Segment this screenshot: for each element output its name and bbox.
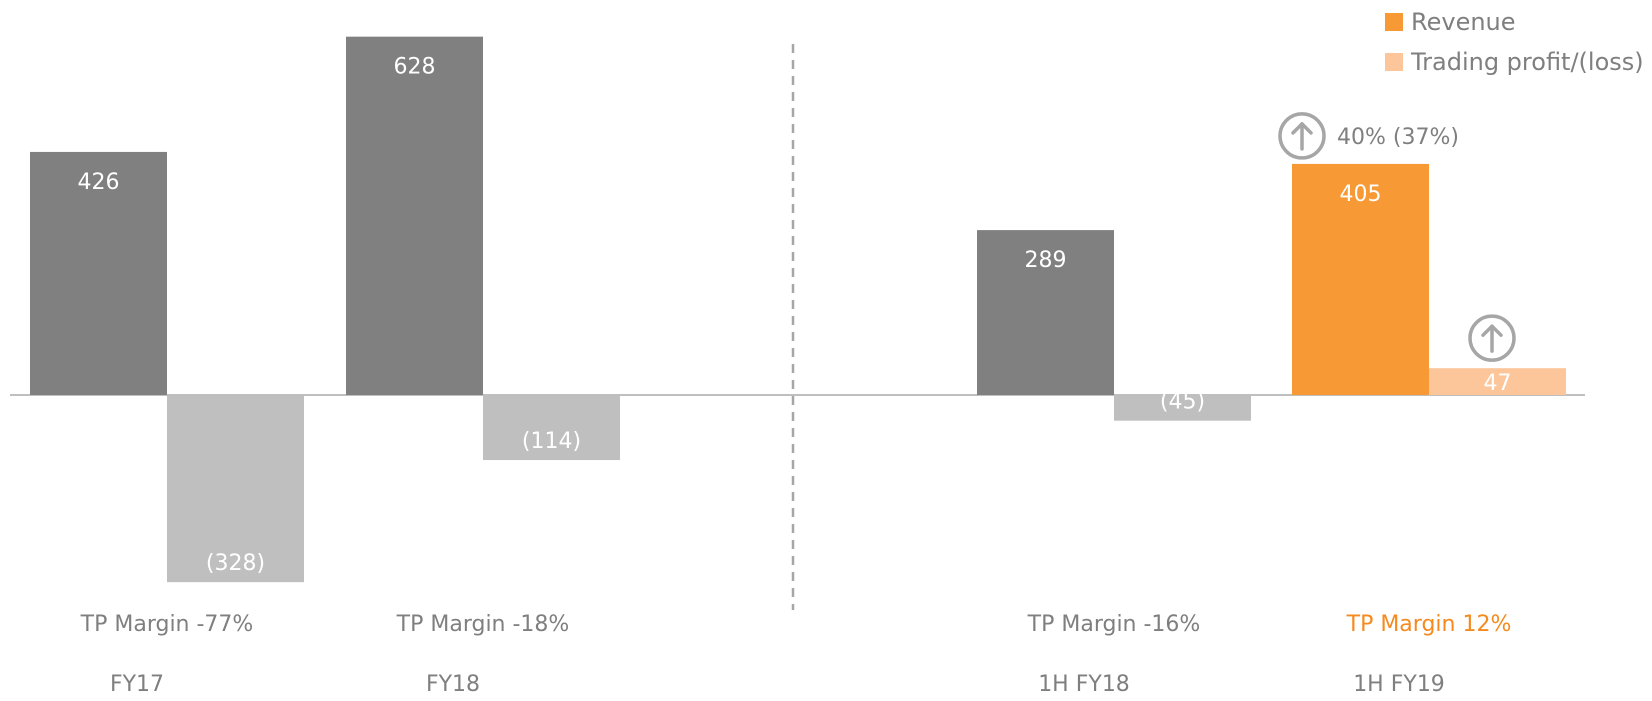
legend: Revenue Trading profit/(loss) [1385, 2, 1644, 82]
margin-label-fy18: TP Margin -18% [396, 612, 570, 637]
category-label-1h-fy18: 1H FY18 [1038, 672, 1130, 697]
revenue-bar-fy18 [346, 36, 483, 395]
category-label-fy17: FY17 [110, 672, 164, 697]
profit-growth-up-arrow-icon [1468, 314, 1516, 362]
legend-swatch-trading-profit [1385, 53, 1403, 71]
margin-label-fy17: TP Margin -77% [80, 612, 254, 637]
category-label-1h-fy19: 1H FY19 [1353, 672, 1445, 697]
revenue-growth-up-arrow-icon [1278, 112, 1326, 160]
revenue-bar-fy17 [30, 151, 167, 395]
revenue-label-fy17: 426 [78, 170, 120, 195]
profit-bar-fy17 [167, 395, 304, 583]
labels-layer: 426 (328) TP Margin -77% FY17 628 (114) TP Mar… [78, 55, 1512, 697]
profit-label-fy18: (114) [522, 429, 581, 454]
margin-label-1h-fy18: TP Margin -16% [1027, 612, 1201, 637]
revenue-bar-1h-fy19 [1292, 163, 1429, 395]
legend-item-trading-profit: Trading profit/(loss) [1385, 42, 1644, 82]
revenue-label-1h-fy18: 289 [1025, 248, 1067, 273]
profit-bar-1h-fy19 [1429, 368, 1566, 395]
annotations-layer: 40% (37%) [1278, 112, 1516, 362]
revenue-growth-annotation: 40% (37%) [1337, 125, 1459, 150]
revenue-label-1h-fy19: 405 [1340, 182, 1382, 207]
legend-swatch-revenue [1385, 13, 1403, 31]
profit-label-1h-fy18: (45) [1160, 390, 1205, 415]
legend-item-revenue: Revenue [1385, 2, 1644, 42]
profit-bar-fy18 [483, 395, 620, 461]
category-label-fy18: FY18 [426, 672, 480, 697]
profit-label-1h-fy19: 47 [1484, 371, 1512, 396]
revenue-bar-1h-fy18 [977, 230, 1114, 395]
profit-label-fy17: (328) [206, 551, 265, 576]
margin-label-1h-fy19: TP Margin 12% [1346, 612, 1512, 637]
profit-bar-1h-fy18 [1114, 395, 1251, 421]
legend-label-revenue: Revenue [1411, 8, 1516, 36]
revenue-label-fy18: 628 [394, 55, 436, 80]
legend-label-trading-profit: Trading profit/(loss) [1411, 48, 1644, 76]
bars-layer [30, 36, 1566, 583]
